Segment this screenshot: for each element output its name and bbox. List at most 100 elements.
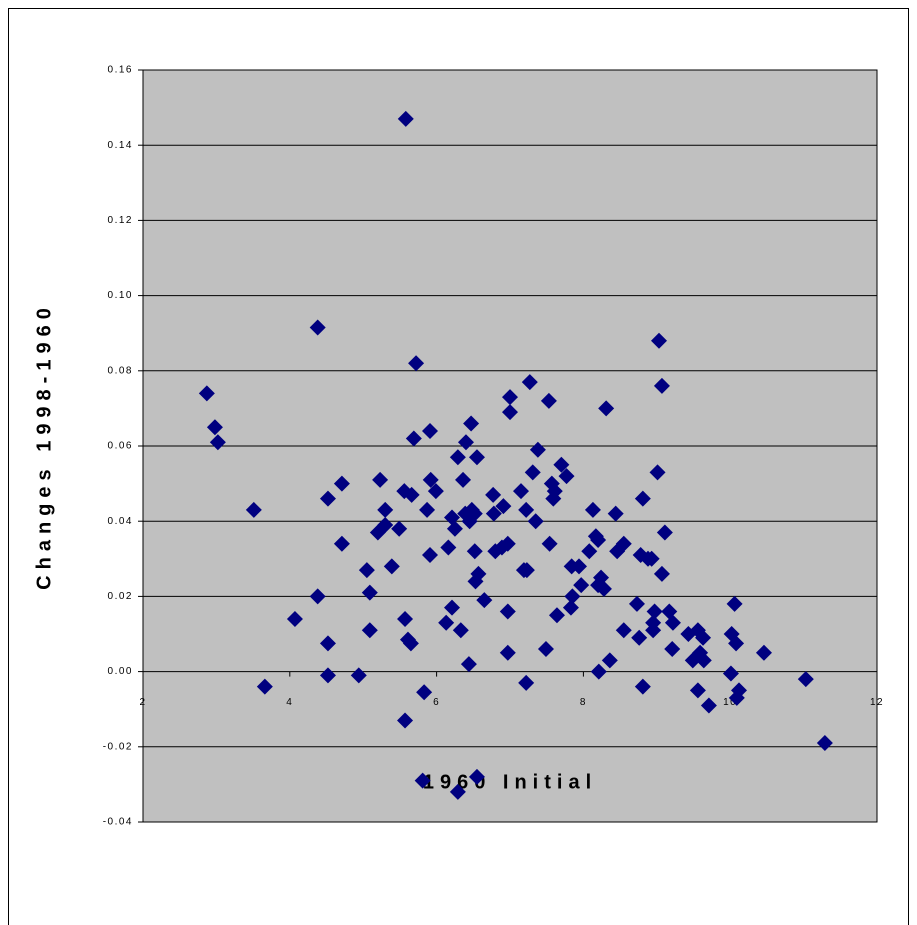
- point: [383, 558, 400, 575]
- point: [545, 490, 562, 507]
- point: [518, 501, 535, 518]
- point: [414, 772, 431, 789]
- point: [499, 603, 516, 620]
- point: [502, 404, 518, 421]
- y-tick-label: 0.02: [108, 591, 133, 602]
- point: [485, 505, 502, 522]
- point: [319, 635, 336, 652]
- point: [664, 641, 681, 658]
- point: [595, 580, 612, 597]
- point: [700, 697, 717, 714]
- point: [521, 374, 538, 391]
- point: [209, 434, 226, 451]
- point: [689, 682, 706, 699]
- y-tick-label: 0.14: [108, 140, 133, 151]
- point: [643, 550, 660, 567]
- point: [397, 110, 414, 127]
- point: [581, 543, 598, 560]
- point: [476, 592, 493, 609]
- point: [457, 505, 474, 522]
- y-tick-label: 0.10: [108, 290, 133, 301]
- point: [695, 629, 712, 646]
- point: [245, 501, 262, 518]
- point: [444, 599, 461, 616]
- y-tick-label: 0.16: [108, 65, 133, 76]
- point: [584, 501, 601, 518]
- point: [416, 684, 433, 701]
- x-tick-label: 6: [433, 697, 440, 708]
- point: [350, 667, 367, 684]
- point: [495, 498, 512, 515]
- point: [468, 449, 485, 466]
- point: [601, 652, 618, 669]
- point: [466, 505, 483, 522]
- point: [361, 584, 378, 601]
- point: [457, 434, 474, 451]
- point: [816, 735, 833, 752]
- point: [440, 539, 457, 556]
- point: [562, 599, 579, 616]
- point: [548, 607, 565, 624]
- point: [309, 588, 326, 605]
- y-tick-label: -0.04: [103, 817, 133, 828]
- point: [728, 635, 745, 652]
- point: [309, 319, 326, 336]
- point: [377, 501, 394, 518]
- point: [408, 355, 425, 372]
- point: [570, 558, 587, 575]
- point: [286, 610, 303, 627]
- y-tick-label: 0.08: [108, 365, 133, 376]
- point: [564, 588, 581, 605]
- y-tick-label: 0.12: [108, 215, 133, 226]
- point: [513, 483, 530, 500]
- x-tick-label: 12: [870, 697, 884, 708]
- point: [405, 430, 422, 447]
- point: [319, 490, 336, 507]
- point: [684, 652, 701, 669]
- y-tick-label: -0.02: [103, 741, 133, 752]
- point: [543, 475, 560, 492]
- point: [403, 486, 420, 503]
- point: [499, 644, 516, 661]
- y-tick-label: 0.06: [108, 441, 133, 452]
- point: [726, 595, 743, 612]
- point: [427, 483, 444, 500]
- point: [537, 641, 554, 658]
- point: [653, 565, 670, 582]
- point: [372, 471, 389, 488]
- y-tick-label: 0.00: [108, 666, 133, 677]
- point: [198, 385, 215, 402]
- point: [653, 377, 670, 394]
- point: [649, 464, 666, 481]
- point: [421, 547, 438, 564]
- point: [628, 595, 645, 612]
- point: [573, 577, 590, 594]
- point: [797, 671, 814, 688]
- point: [463, 415, 480, 432]
- point: [333, 535, 350, 552]
- x-tick-label: 10: [723, 697, 737, 708]
- point: [397, 610, 414, 627]
- point: [485, 486, 502, 503]
- point: [518, 674, 535, 691]
- point: [553, 456, 570, 473]
- x-tick-label: 2: [139, 697, 146, 708]
- y-tick-label: 0.04: [108, 516, 133, 527]
- point: [634, 490, 651, 507]
- point: [460, 656, 477, 673]
- point: [369, 524, 386, 541]
- point: [615, 622, 632, 639]
- x-tick-label: 8: [580, 697, 587, 708]
- point: [755, 644, 772, 661]
- point: [558, 468, 575, 485]
- point: [487, 543, 504, 560]
- point: [631, 629, 648, 646]
- point: [419, 501, 436, 518]
- point: [444, 509, 461, 526]
- point: [609, 543, 626, 560]
- x-tick-label: 4: [286, 697, 293, 708]
- point: [664, 614, 681, 631]
- point: [455, 471, 472, 488]
- point: [397, 712, 414, 729]
- point: [391, 520, 408, 537]
